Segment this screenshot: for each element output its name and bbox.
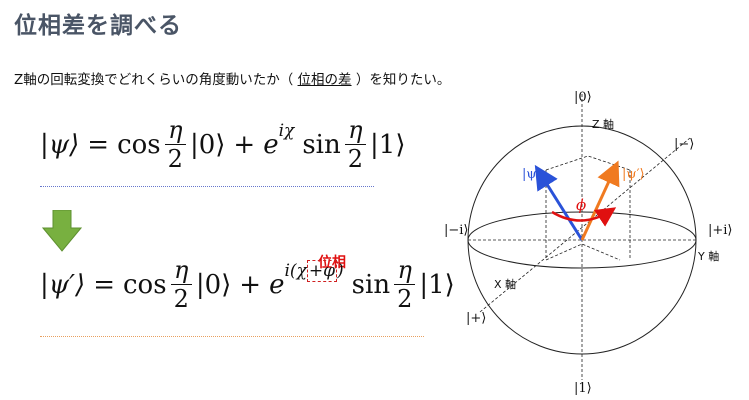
eq2-sin: sin [351,269,391,300]
eq2-fraction-sin: η 2 [394,256,416,311]
eq1-exponent: iχ [278,120,295,141]
subtitle-underlined: 位相の差 [297,72,352,88]
eq1-ket0: |0⟩ [189,129,226,160]
eq2-frac-den: 2 [170,284,192,311]
phase-label: 位相 [318,255,346,271]
equation-psi-prime: |ψ′⟩ = cos η 2 |0⟩ + e i(χ +φ) sin η 2 |1… [40,258,455,311]
plane-bottom [545,243,621,261]
eq2-exponent: i(χ +φ) [284,259,344,282]
label-psi: |ψ⟩ [522,167,542,182]
eq2-e: e [269,269,285,300]
equation-psi: |ψ⟩ = cos η 2 |0⟩ + e iχ sin η 2 |1⟩ [40,118,405,171]
down-arrow-icon [42,210,82,252]
label-psi-prime: |ψ′⟩ [622,167,645,182]
eq2-cos: cos [123,269,167,300]
eq1-plus: + [233,129,256,160]
eq2-equals: = [93,269,115,300]
eq1-lhs: |ψ⟩ [40,129,80,160]
subtitle-before: Z軸の回転変換でどれくらいの角度動いたか（ [14,72,298,88]
eq2-frac-num: η [174,256,189,284]
label-z-axis: Z 軸 [592,117,614,131]
eq1-ket1: |1⟩ [370,129,406,160]
eq2-ket1: |1⟩ [419,269,455,300]
eq2-lhs: |ψ′⟩ [40,269,86,300]
eq1-fraction-cos: η 2 [164,116,186,171]
eq2-frac2-den: 2 [394,284,416,311]
eq1-e: e [263,129,279,160]
eq1-cos: cos [117,129,161,160]
label-ket-plus: |+⟩ [466,311,486,326]
label-ket-minus: |−⟩ [674,137,694,152]
plane-top [545,155,631,171]
label-ket1: |1⟩ [574,381,592,396]
eq2-plus: + [239,269,262,300]
eq1-frac-num: η [168,116,183,144]
eq2-frac2-num: η [397,256,412,284]
eq2-fraction-cos: η 2 [170,256,192,311]
equation1-underline [40,186,374,187]
psi-vector [534,164,584,241]
equation2-underline [40,336,424,337]
eq1-frac2-num: η [348,116,363,144]
eq1-frac2-den: 2 [344,144,367,171]
eq1-equals: = [87,129,110,160]
label-y-axis: Y 軸 [697,249,719,263]
eq1-frac-den: 2 [164,144,186,171]
page-title: 位相差を調べる [14,13,182,39]
subtitle: Z軸の回転変換でどれくらいの角度動いたか（ 位相の差 ）を知りたい。 [14,68,450,88]
subtitle-after: ）を知りたい。 [351,72,451,88]
eq1-fraction-sin: η 2 [344,116,367,171]
label-ket0: |0⟩ [574,90,592,105]
eq2-ket0: |0⟩ [195,269,232,300]
label-ket-plus-i: |+i⟩ [708,223,733,238]
eq2-exp-close: ) [337,260,344,281]
bloch-sphere-diagram: |0⟩ |1⟩ Z 軸 X 軸 Y 軸 |−⟩ |+⟩ |+i⟩ |−i⟩ |ψ… [444,90,733,396]
eq2-exp-chi: χ [296,260,307,281]
eq2-exp-i: i( [284,260,297,281]
eq2-exp-boxed-phase: +φ [306,259,338,282]
label-phi: ϕ [576,196,586,214]
eq1-sin: sin [302,129,341,160]
x-axis-line [479,137,691,313]
label-x-axis: X 軸 [494,277,516,291]
label-ket-minus-i: |−i⟩ [444,223,469,238]
psi-prime-vector [580,160,620,241]
phi-rotation-arrow [551,207,617,227]
